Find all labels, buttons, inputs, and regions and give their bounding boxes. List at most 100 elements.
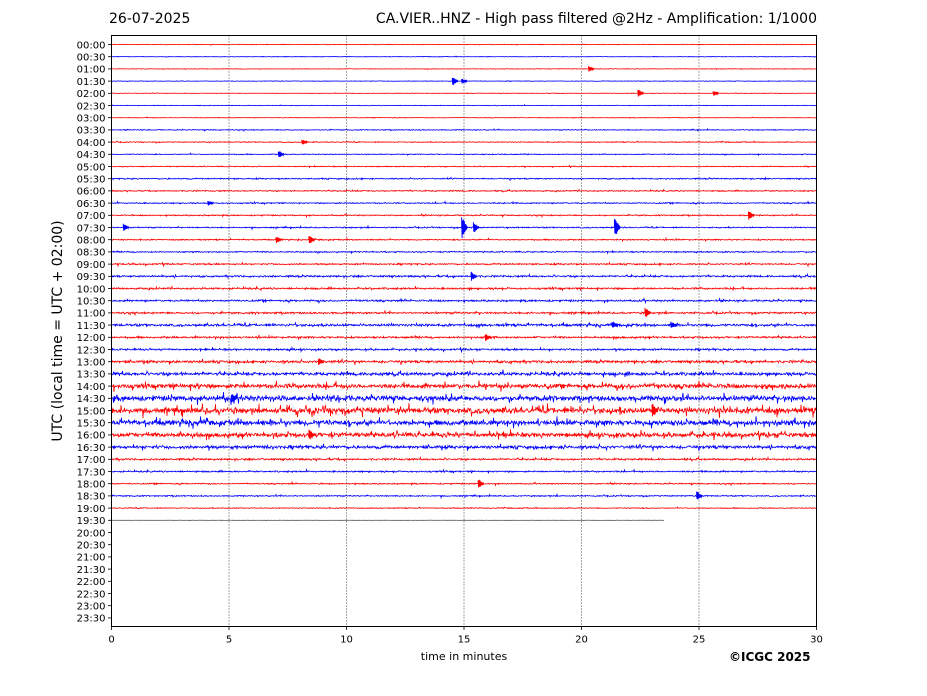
y-tick-label: 02:30: [77, 101, 106, 112]
chart-title: CA.VIER..HNZ - High pass filtered @2Hz -…: [375, 11, 817, 27]
seismic-trace: [111, 506, 817, 510]
x-tick-label: 20: [575, 635, 588, 646]
y-tick-label: 15:30: [77, 419, 106, 430]
seismic-trace: [111, 103, 817, 107]
y-tick-label: 19:00: [77, 504, 106, 515]
seismic-trace: [111, 369, 817, 378]
seismic-event: [461, 217, 468, 238]
y-tick-label: 13:30: [77, 370, 106, 381]
seismic-trace: [111, 67, 817, 71]
y-tick-label: 14:00: [77, 382, 106, 393]
x-tick-label: 0: [108, 635, 114, 646]
seismic-event: [308, 235, 316, 244]
seismic-trace: [111, 391, 817, 405]
y-tick-label: 11:30: [77, 321, 106, 332]
x-tick-label: 30: [810, 635, 823, 646]
y-tick-label: 15:00: [77, 406, 106, 417]
seismic-event: [637, 89, 645, 97]
y-tick-label: 05:00: [77, 162, 106, 173]
seismic-trace: [111, 455, 817, 463]
y-tick-label: 05:30: [77, 175, 106, 186]
seismic-trace: [111, 285, 817, 292]
seismic-event: [122, 223, 130, 231]
seismic-event: [470, 271, 478, 281]
x-tick-label: 5: [226, 635, 232, 646]
seismic-event: [230, 394, 238, 403]
y-tick-label: 17:30: [77, 467, 106, 478]
seismic-trace: [111, 261, 817, 268]
y-tick-label: 13:00: [77, 358, 106, 369]
seismic-event: [472, 222, 480, 232]
seismic-trace: [111, 236, 817, 243]
x-axis-title: time in minutes: [421, 650, 508, 663]
seismic-trace: [111, 92, 817, 95]
seismic-trace: [111, 212, 817, 219]
seismic-event: [207, 200, 215, 206]
events-layer: [122, 65, 755, 500]
seismic-trace: [111, 164, 817, 169]
seismic-trace: [111, 43, 817, 46]
seismic-event: [484, 334, 492, 341]
y-tick-label: 22:30: [77, 589, 106, 600]
seismic-trace: [111, 188, 817, 193]
x-tick-label: 10: [340, 635, 353, 646]
y-tick-label: 01:30: [77, 77, 106, 88]
y-tick-label: 08:00: [77, 236, 106, 247]
seismic-trace: [111, 357, 817, 366]
y-tick-label: 20:30: [77, 541, 106, 552]
seismic-trace: [111, 334, 817, 341]
copyright-label: ©ICGC 2025: [729, 650, 811, 664]
seismic-trace: [111, 442, 817, 452]
grid-layer: [228, 35, 700, 627]
seismic-trace: [111, 140, 817, 144]
traces-layer: [111, 43, 817, 522]
seismic-event: [747, 211, 755, 220]
y-tick-label: 03:30: [77, 126, 106, 137]
y-tick-label: 19:30: [77, 516, 106, 527]
y-tick-label: 20:00: [77, 528, 106, 539]
y-tick-label: 18:30: [77, 492, 106, 503]
plot-frame: [111, 35, 817, 627]
y-tick-label: 12:00: [77, 333, 106, 344]
seismic-trace: [111, 321, 817, 329]
y-tick-label: 10:30: [77, 297, 106, 308]
y-tick-label: 09:00: [77, 260, 106, 271]
seismic-trace: [111, 272, 817, 280]
y-tick-label: 06:30: [77, 199, 106, 210]
y-tick-label: 06:00: [77, 187, 106, 198]
x-tick-label: 15: [458, 635, 471, 646]
y-tick-label: 23:00: [77, 602, 106, 613]
date-label: 26-07-2025: [109, 11, 191, 27]
seismic-trace: [111, 116, 817, 119]
seismic-event: [275, 236, 283, 244]
y-tick-label: 16:00: [77, 431, 106, 442]
seismic-event: [277, 151, 285, 157]
y-tick-label: 08:30: [77, 248, 106, 259]
x-axis: 0 5 10 15 20 25 30: [108, 626, 823, 646]
y-tick-label: 00:00: [77, 40, 106, 51]
seismic-trace: [111, 519, 665, 522]
seismic-trace: [111, 416, 817, 429]
seismic-trace: [111, 429, 817, 441]
seismic-event: [670, 321, 678, 328]
y-tick-label: 22:00: [77, 577, 106, 588]
y-tick-label: 18:00: [77, 480, 106, 491]
seismic-trace: [111, 127, 817, 133]
seismic-event: [301, 139, 309, 145]
y-tick-label: 21:30: [77, 565, 106, 576]
y-tick-label: 14:30: [77, 394, 106, 405]
seismic-trace: [111, 176, 817, 182]
seismic-event: [588, 65, 595, 72]
y-tick-label: 10:00: [77, 284, 106, 295]
y-tick-label: 01:00: [77, 65, 106, 76]
seismic-trace: [111, 249, 817, 255]
seismic-event: [451, 77, 459, 85]
seismic-trace: [111, 309, 817, 317]
x-tick-label: 25: [693, 635, 706, 646]
seismic-event: [461, 78, 468, 84]
seismic-trace: [111, 402, 817, 419]
seismic-trace: [111, 467, 817, 475]
y-tick-label: 07:00: [77, 211, 106, 222]
y-tick-label: 00:30: [77, 53, 106, 64]
y-tick-label: 12:30: [77, 345, 106, 356]
